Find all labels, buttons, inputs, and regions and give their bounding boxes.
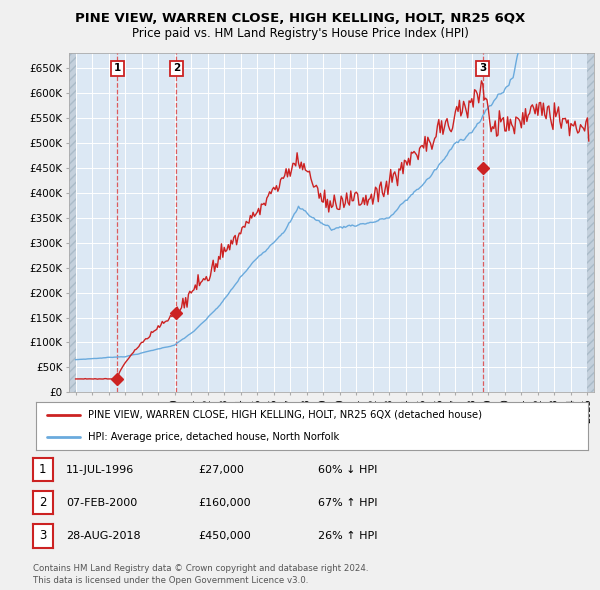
- Text: 1: 1: [114, 63, 121, 73]
- Text: 2: 2: [173, 63, 180, 73]
- Text: 11-JUL-1996: 11-JUL-1996: [66, 465, 134, 474]
- Text: 07-FEB-2000: 07-FEB-2000: [66, 498, 137, 507]
- Text: 60% ↓ HPI: 60% ↓ HPI: [318, 465, 377, 474]
- Text: £160,000: £160,000: [198, 498, 251, 507]
- Text: 1: 1: [39, 463, 47, 476]
- Text: 2: 2: [39, 496, 47, 509]
- Bar: [587, 53, 594, 392]
- Text: £450,000: £450,000: [198, 531, 251, 540]
- Text: PINE VIEW, WARREN CLOSE, HIGH KELLING, HOLT, NR25 6QX (detached house): PINE VIEW, WARREN CLOSE, HIGH KELLING, H…: [88, 410, 482, 420]
- Text: Contains HM Land Registry data © Crown copyright and database right 2024.
This d: Contains HM Land Registry data © Crown c…: [33, 565, 368, 585]
- Text: Price paid vs. HM Land Registry's House Price Index (HPI): Price paid vs. HM Land Registry's House …: [131, 27, 469, 40]
- Text: PINE VIEW, WARREN CLOSE, HIGH KELLING, HOLT, NR25 6QX: PINE VIEW, WARREN CLOSE, HIGH KELLING, H…: [75, 12, 525, 25]
- Text: 26% ↑ HPI: 26% ↑ HPI: [318, 531, 377, 540]
- Text: 3: 3: [39, 529, 47, 542]
- Text: HPI: Average price, detached house, North Norfolk: HPI: Average price, detached house, Nort…: [88, 432, 340, 442]
- Text: 3: 3: [479, 63, 487, 73]
- Text: 28-AUG-2018: 28-AUG-2018: [66, 531, 140, 540]
- Bar: [69, 53, 76, 392]
- Text: £27,000: £27,000: [198, 465, 244, 474]
- Text: 67% ↑ HPI: 67% ↑ HPI: [318, 498, 377, 507]
